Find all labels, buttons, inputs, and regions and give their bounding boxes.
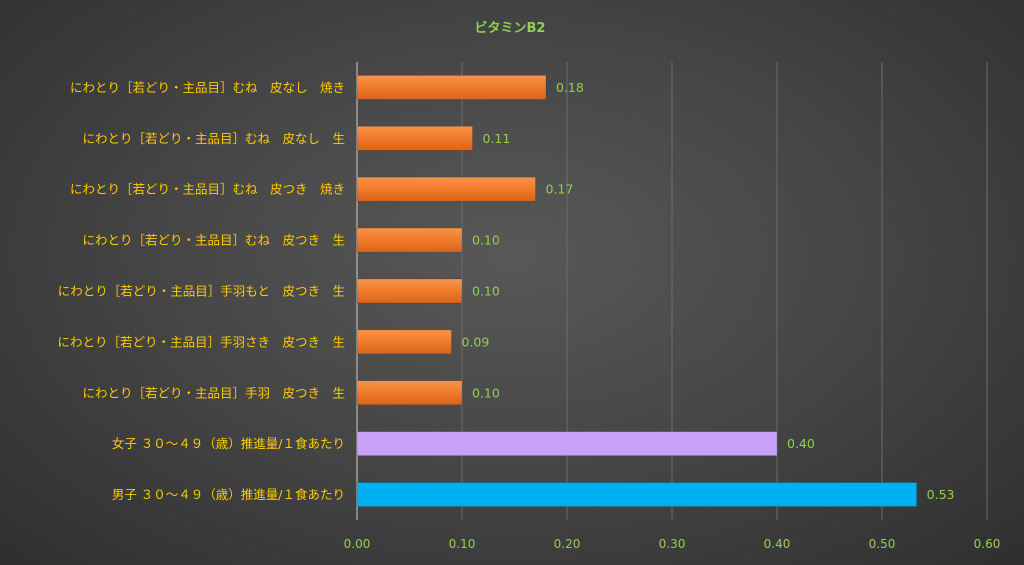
category-label: にわとり［若どり・主品目］手羽さき 皮つき 生 xyxy=(57,334,345,349)
value-label: 0.10 xyxy=(472,233,500,248)
category-label: にわとり［若どり・主品目］むね 皮なし 焼き xyxy=(70,80,345,95)
bar xyxy=(356,329,452,355)
bar xyxy=(356,431,778,456)
category-label: にわとり［若どり・主品目］むね 皮つき 生 xyxy=(82,233,345,248)
x-tick-label: 0.00 xyxy=(344,537,371,551)
bar xyxy=(356,380,463,406)
category-label: にわとり［若どり・主品目］むね 皮つき 焼き xyxy=(70,182,345,197)
bar xyxy=(356,227,463,253)
category-label: 男子 ３０～４９（歳）推進量/１食あたり xyxy=(112,487,345,502)
x-tick-label: 0.50 xyxy=(869,537,896,551)
bar xyxy=(356,75,547,100)
category-label: 女子 ３０～４９（歳）推進量/１食あたり xyxy=(112,436,345,451)
value-label: 0.40 xyxy=(787,436,815,451)
bar xyxy=(356,126,473,151)
value-label: 0.11 xyxy=(483,131,511,146)
category-label: にわとり［若どり・主品目］むね 皮なし 生 xyxy=(82,131,345,146)
value-label: 0.10 xyxy=(472,284,500,299)
value-label: 0.09 xyxy=(462,334,490,349)
category-label: にわとり［若どり・主品目］手羽もと 皮つき 生 xyxy=(58,284,345,299)
x-tick-label: 0.30 xyxy=(659,537,686,551)
value-label: 0.17 xyxy=(546,182,574,197)
value-label: 0.10 xyxy=(472,385,500,400)
x-tick-label: 0.10 xyxy=(449,537,476,551)
bar xyxy=(356,278,463,304)
bars xyxy=(356,75,917,507)
x-tick-label: 0.40 xyxy=(764,537,791,551)
labels: 0.00 0.10 0.20 0.30 0.40 0.50 0.60 にわとり［若どり・主品目… xyxy=(57,80,1000,551)
chart-title: ビタミンB2 xyxy=(475,20,546,36)
value-label: 0.18 xyxy=(556,80,584,95)
x-tick-label: 0.60 xyxy=(974,537,1001,551)
bar xyxy=(356,482,917,507)
value-label: 0.53 xyxy=(927,487,955,502)
bar xyxy=(356,176,536,202)
x-tick-label: 0.20 xyxy=(554,537,581,551)
category-label: にわとり［若どり・主品目］手羽 皮つき 生 xyxy=(82,385,345,400)
